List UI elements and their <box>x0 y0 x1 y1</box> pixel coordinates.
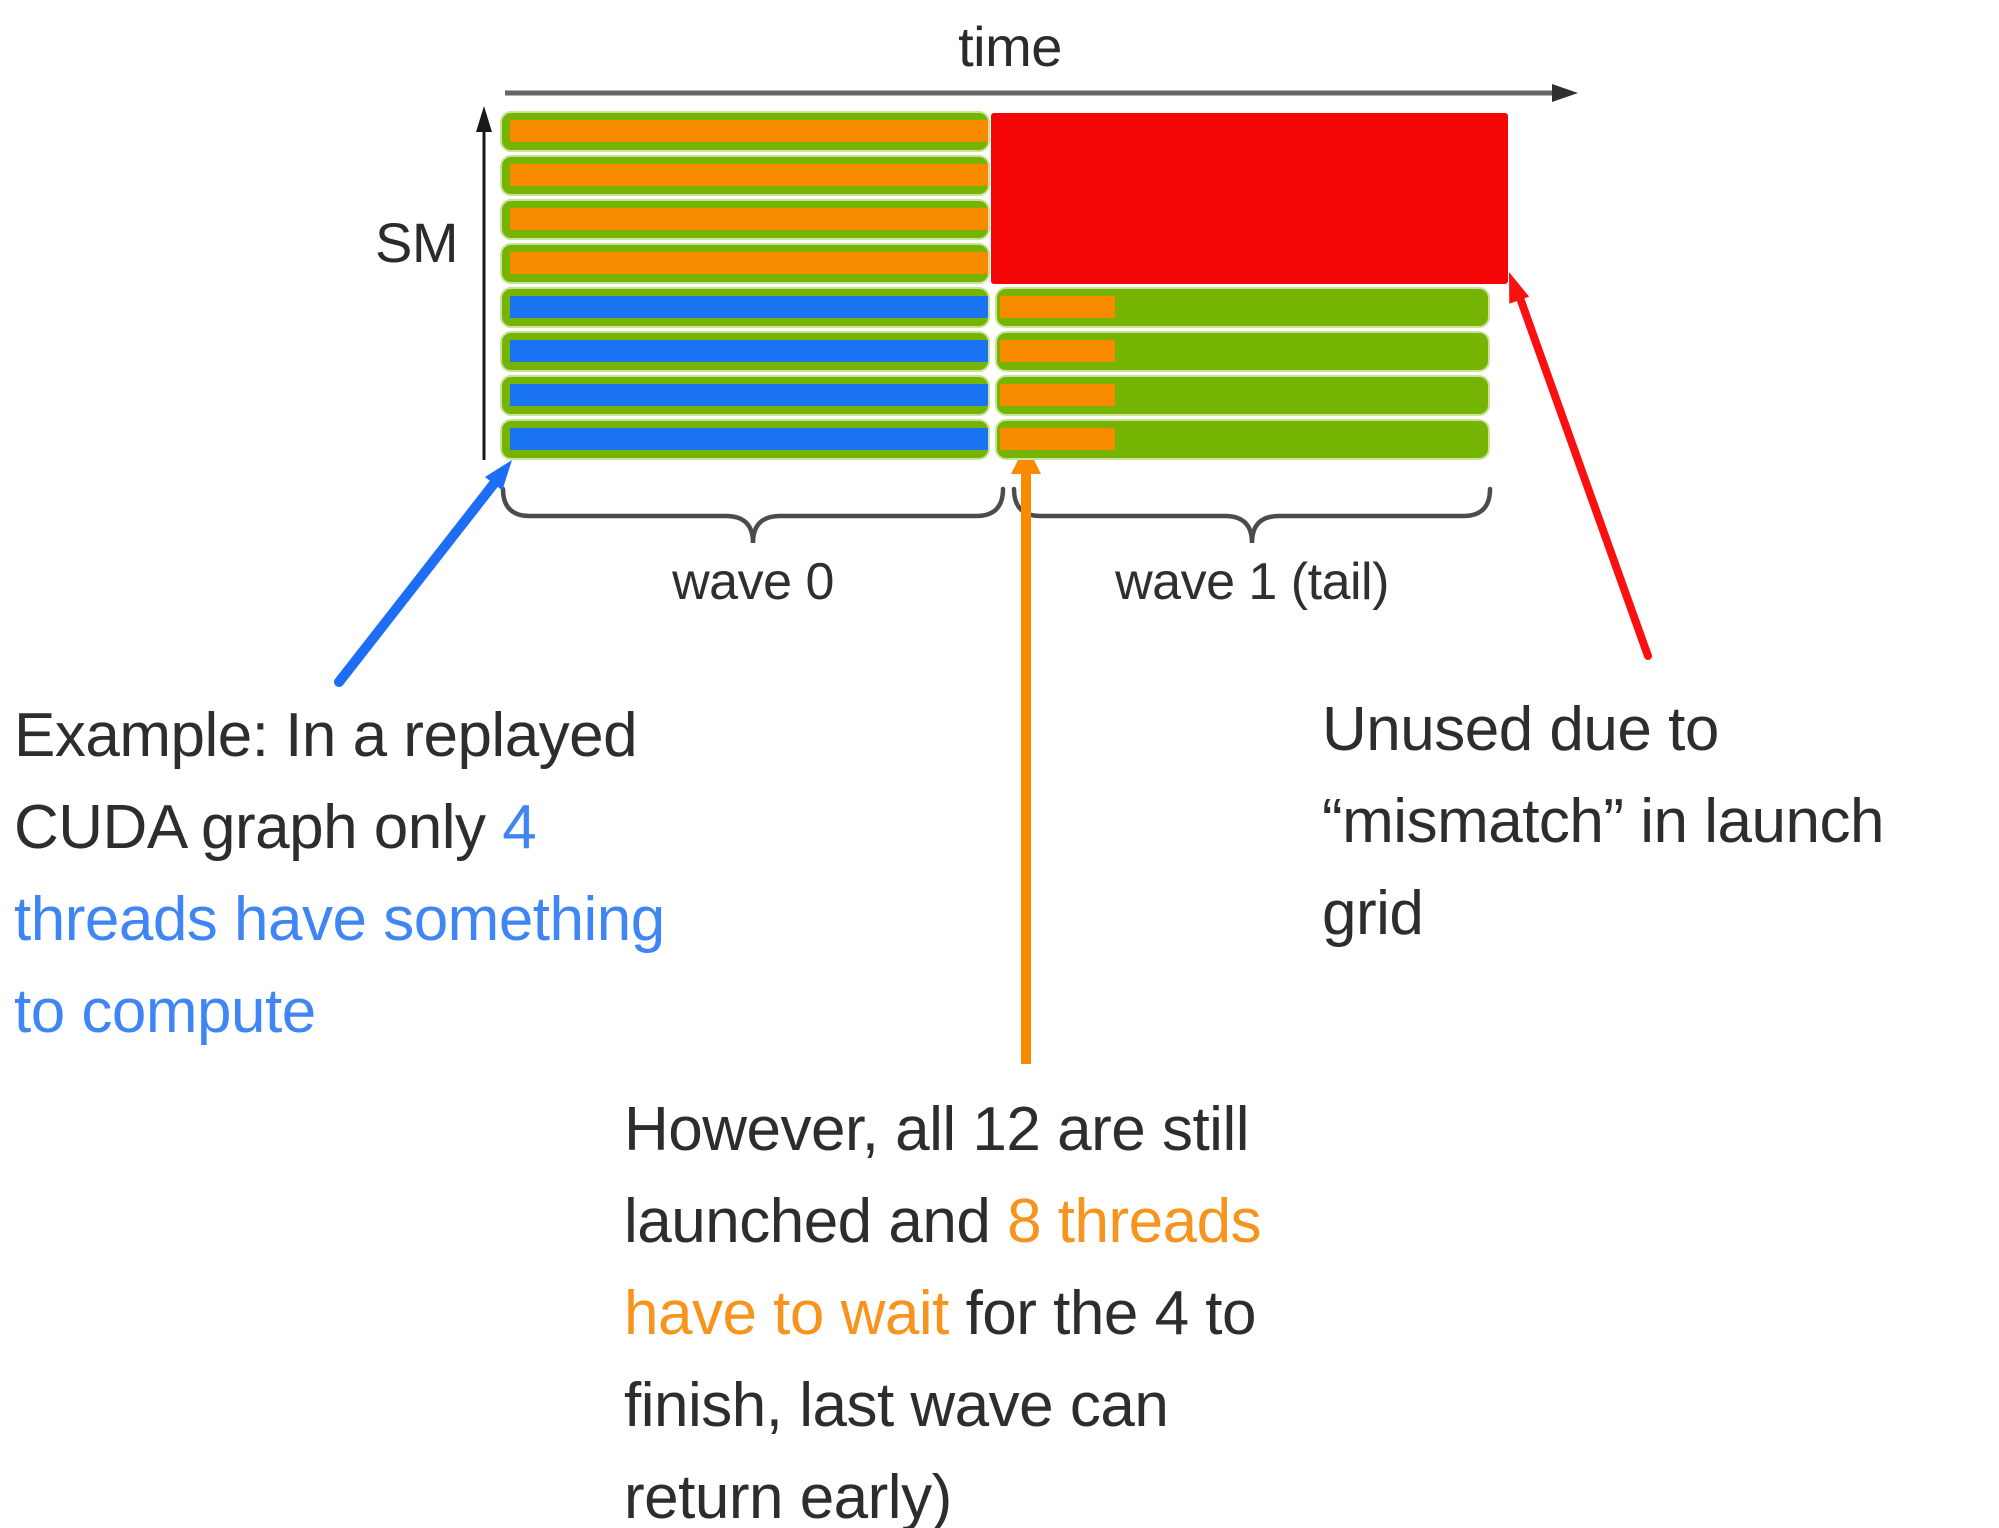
note-however: However, all 12 are still launched and 8… <box>624 1094 1262 1528</box>
sm-row-0-wave0-bar <box>502 113 988 150</box>
time-axis-arrow <box>505 84 1578 102</box>
note-however-line3: have to wait for the 4 to <box>624 1279 1257 1348</box>
orange-callout-arrow <box>1011 444 1041 1064</box>
note-however-line1: However, all 12 are still <box>624 1095 1250 1164</box>
note-example-line2: CUDA graph only 4 <box>14 793 537 862</box>
sm-row-0-wave0-stripe <box>510 120 988 142</box>
red-callout-arrow <box>1509 272 1652 660</box>
sm-axis-arrow <box>476 106 492 460</box>
note-however-line5: return early) <box>624 1463 952 1528</box>
sm-row-4-wave0-bar <box>502 289 988 326</box>
wave1-brace <box>1011 486 1493 544</box>
note-example-line1: Example: In a replayed <box>14 701 638 770</box>
note-example: Example: In a replayed CUDA graph only 4… <box>14 700 665 1068</box>
note-however-line2: launched and 8 threads <box>624 1187 1262 1256</box>
sm-row-4-wave0-stripe <box>510 296 988 318</box>
note-unused-line3: grid <box>1322 879 1424 948</box>
note-unused-line2: “mismatch” in launch <box>1322 787 1884 856</box>
sm-row-7-tail-bar <box>997 421 1488 458</box>
wave0-brace <box>500 486 1006 544</box>
sm-row-6-wave0-bar <box>502 377 988 414</box>
wave0-label: wave 0 <box>672 553 834 611</box>
sm-row-6-tail-bar <box>997 377 1488 414</box>
wave1-label: wave 1 (tail) <box>1115 553 1389 611</box>
sm-row-2-wave0-bar <box>502 201 988 238</box>
sm-row-5-tail-bar <box>997 333 1488 370</box>
sm-row-5-tail-wait-stripe <box>1000 340 1115 362</box>
sm-row-2-wave0-stripe <box>510 208 988 230</box>
sm-row-1-wave0-bar <box>502 157 988 194</box>
note-unused-line1: Unused due to <box>1322 695 1719 764</box>
note-unused: Unused due to “mismatch” in launch grid <box>1322 694 1884 970</box>
sm-row-7-wave0-stripe <box>510 428 988 450</box>
note-example-line3: threads have something <box>14 885 665 954</box>
sm-row-7-tail-wait-stripe <box>1000 428 1115 450</box>
sm-row-4-tail-wait-stripe <box>1000 296 1115 318</box>
sm-row-4-tail-bar <box>997 289 1488 326</box>
sm-row-5-wave0-stripe <box>510 340 988 362</box>
sm-row-6-tail-wait-stripe <box>1000 384 1115 406</box>
sm-row-7-wave0-bar <box>502 421 988 458</box>
sm-row-1-wave0-stripe <box>510 164 988 186</box>
time-axis-label: time <box>958 15 1062 78</box>
unused-block <box>991 113 1508 284</box>
sm-row-3-wave0-bar <box>502 245 988 282</box>
note-however-line4: finish, last wave can <box>624 1371 1169 1440</box>
sm-axis-label: SM <box>375 211 459 274</box>
sm-row-3-wave0-stripe <box>510 252 988 274</box>
note-example-line4: to compute <box>14 977 316 1046</box>
sm-row-6-wave0-stripe <box>510 384 988 406</box>
blue-callout-arrow <box>334 460 512 687</box>
sm-row-5-wave0-bar <box>502 333 988 370</box>
